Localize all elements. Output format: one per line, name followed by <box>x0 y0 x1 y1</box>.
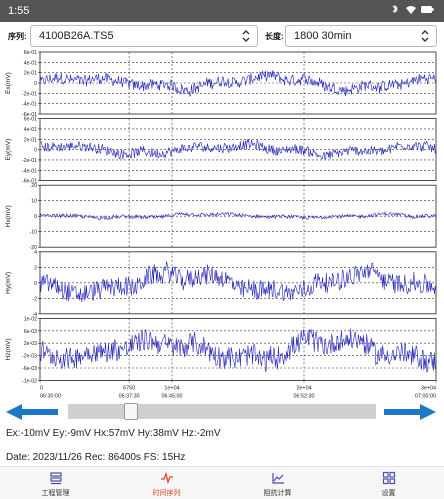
y-tick-label: 2e-03 <box>24 341 37 347</box>
length-value: 1800 30min <box>294 30 352 42</box>
length-select[interactable]: 1800 30min <box>285 25 437 47</box>
arrow-left-icon[interactable] <box>6 404 58 420</box>
nav-label: 工程管理 <box>41 490 70 497</box>
y-tick-label: -2e-01 <box>22 91 37 97</box>
y-tick-label: -1e-02 <box>22 378 37 384</box>
y-tick-label: 0 <box>34 148 37 154</box>
y-tick-label: 4e-01 <box>24 60 37 66</box>
length-label: 长度: <box>265 32 284 41</box>
y-tick-label: -20 <box>30 245 38 251</box>
series-select[interactable]: 4100B26A.TS5 <box>30 25 258 47</box>
x-tick-label: 2e+04 <box>296 385 311 391</box>
y-axis-label: Hz(mV) <box>5 338 12 360</box>
folder-list-icon <box>49 472 62 485</box>
y-tick-label: -4e-01 <box>22 102 37 108</box>
signal-trace <box>39 139 437 160</box>
nav-time-series[interactable]: 时间序列 <box>111 467 222 499</box>
bottom-navigation: 工程管理 时间序列 阻抗计算 设置 <box>0 466 444 499</box>
chevron-up-down-icon <box>421 30 429 42</box>
nav-label: 阻抗计算 <box>263 490 292 497</box>
nav-label: 设置 <box>381 490 396 497</box>
y-tick-label: 6e-01 <box>24 117 37 123</box>
wifi-icon <box>406 6 416 14</box>
x-time-label: 07:00:00 <box>415 393 436 399</box>
y-tick-label: 4e-01 <box>24 127 37 133</box>
slider-track[interactable] <box>68 403 376 420</box>
x-tick-label: 0 <box>40 385 43 391</box>
waveform-icon <box>160 471 173 485</box>
slider-thumb[interactable] <box>124 403 139 420</box>
y-tick-label: -6e-01 <box>22 112 37 118</box>
battery-icon <box>421 6 434 13</box>
series-value: 4100B26A.TS5 <box>39 30 114 42</box>
chevron-up-down-icon <box>242 30 250 42</box>
y-axis-label: Hx(mV) <box>5 205 12 227</box>
y-tick-label: 0 <box>34 281 37 287</box>
x-tick-label: 3e+04 <box>421 385 436 391</box>
bluetooth-icon <box>392 4 398 14</box>
signal-trace <box>39 70 437 98</box>
x-time-label: 06:37:30 <box>119 393 140 399</box>
y-tick-label: 10 <box>31 199 37 205</box>
line-chart-icon <box>271 473 284 484</box>
y-tick-label: -2 <box>32 296 37 302</box>
y-tick-label: -2e-01 <box>22 158 37 164</box>
status-icons <box>390 4 434 15</box>
cursor-values: Ex:-10mV Ey:-9mV Hx:57mV Hy:38mV Hz:-2mV <box>6 428 221 439</box>
series-label: 序列: <box>8 32 27 41</box>
y-tick-label: 1e-02 <box>24 316 37 322</box>
grid-icon <box>382 471 395 485</box>
y-tick-label: 2e-01 <box>24 71 37 77</box>
y-tick-label: -4 <box>32 312 37 318</box>
y-tick-label: -10 <box>30 230 38 236</box>
y-tick-label: -6e-01 <box>22 179 37 185</box>
nav-label: 时间序列 <box>152 490 181 497</box>
x-tick-label: 1e+04 <box>164 385 179 391</box>
y-tick-label: 0 <box>34 81 37 87</box>
series-controls: 序列: 4100B26A.TS5 长度: 1800 30min <box>0 24 444 48</box>
signal-trace <box>39 261 437 303</box>
y-axis-label: Hy(mV) <box>5 272 12 294</box>
y-tick-label: 6e-03 <box>24 329 37 335</box>
time-scroll-bar <box>0 400 444 424</box>
time-series-charts[interactable]: 6e-01 4e-01 2e-01 0 -2e-01 -4e-01 -6e-01 Ex(mV)… <box>0 48 444 404</box>
x-tick-label: 6750 <box>123 385 135 391</box>
y-tick-label: 6e-01 <box>24 50 37 56</box>
y-tick-label: 0 <box>34 214 37 220</box>
y-axis-label: Ex(mV) <box>5 72 12 94</box>
nav-project-management[interactable]: 工程管理 <box>0 467 111 499</box>
x-time-label: 06:30:00 <box>40 393 61 399</box>
signal-trace <box>39 210 437 221</box>
x-time-label: 06:52:30 <box>294 393 315 399</box>
y-tick-label: -2e-03 <box>22 354 37 360</box>
nav-settings[interactable]: 设置 <box>333 467 444 499</box>
arrow-right-icon[interactable] <box>384 404 436 420</box>
x-time-label: 06:45:00 <box>162 393 183 399</box>
y-tick-label: -4e-01 <box>22 168 37 174</box>
y-tick-label: -6e-03 <box>22 366 37 372</box>
nav-impedance[interactable]: 阻抗计算 <box>222 467 333 499</box>
y-tick-label: 20 <box>31 183 37 189</box>
y-tick-label: 2 <box>34 265 37 271</box>
record-info: Date: 2023/11/26 Rec: 86400s FS: 15Hz <box>6 452 186 463</box>
signal-trace <box>39 328 437 373</box>
status-bar: 1:55 <box>0 0 444 22</box>
y-tick-label: 2e-01 <box>24 137 37 143</box>
y-tick-label: 4 <box>34 250 37 256</box>
status-time: 1:55 <box>8 5 30 17</box>
y-axis-label: Ey(mV) <box>5 139 12 161</box>
